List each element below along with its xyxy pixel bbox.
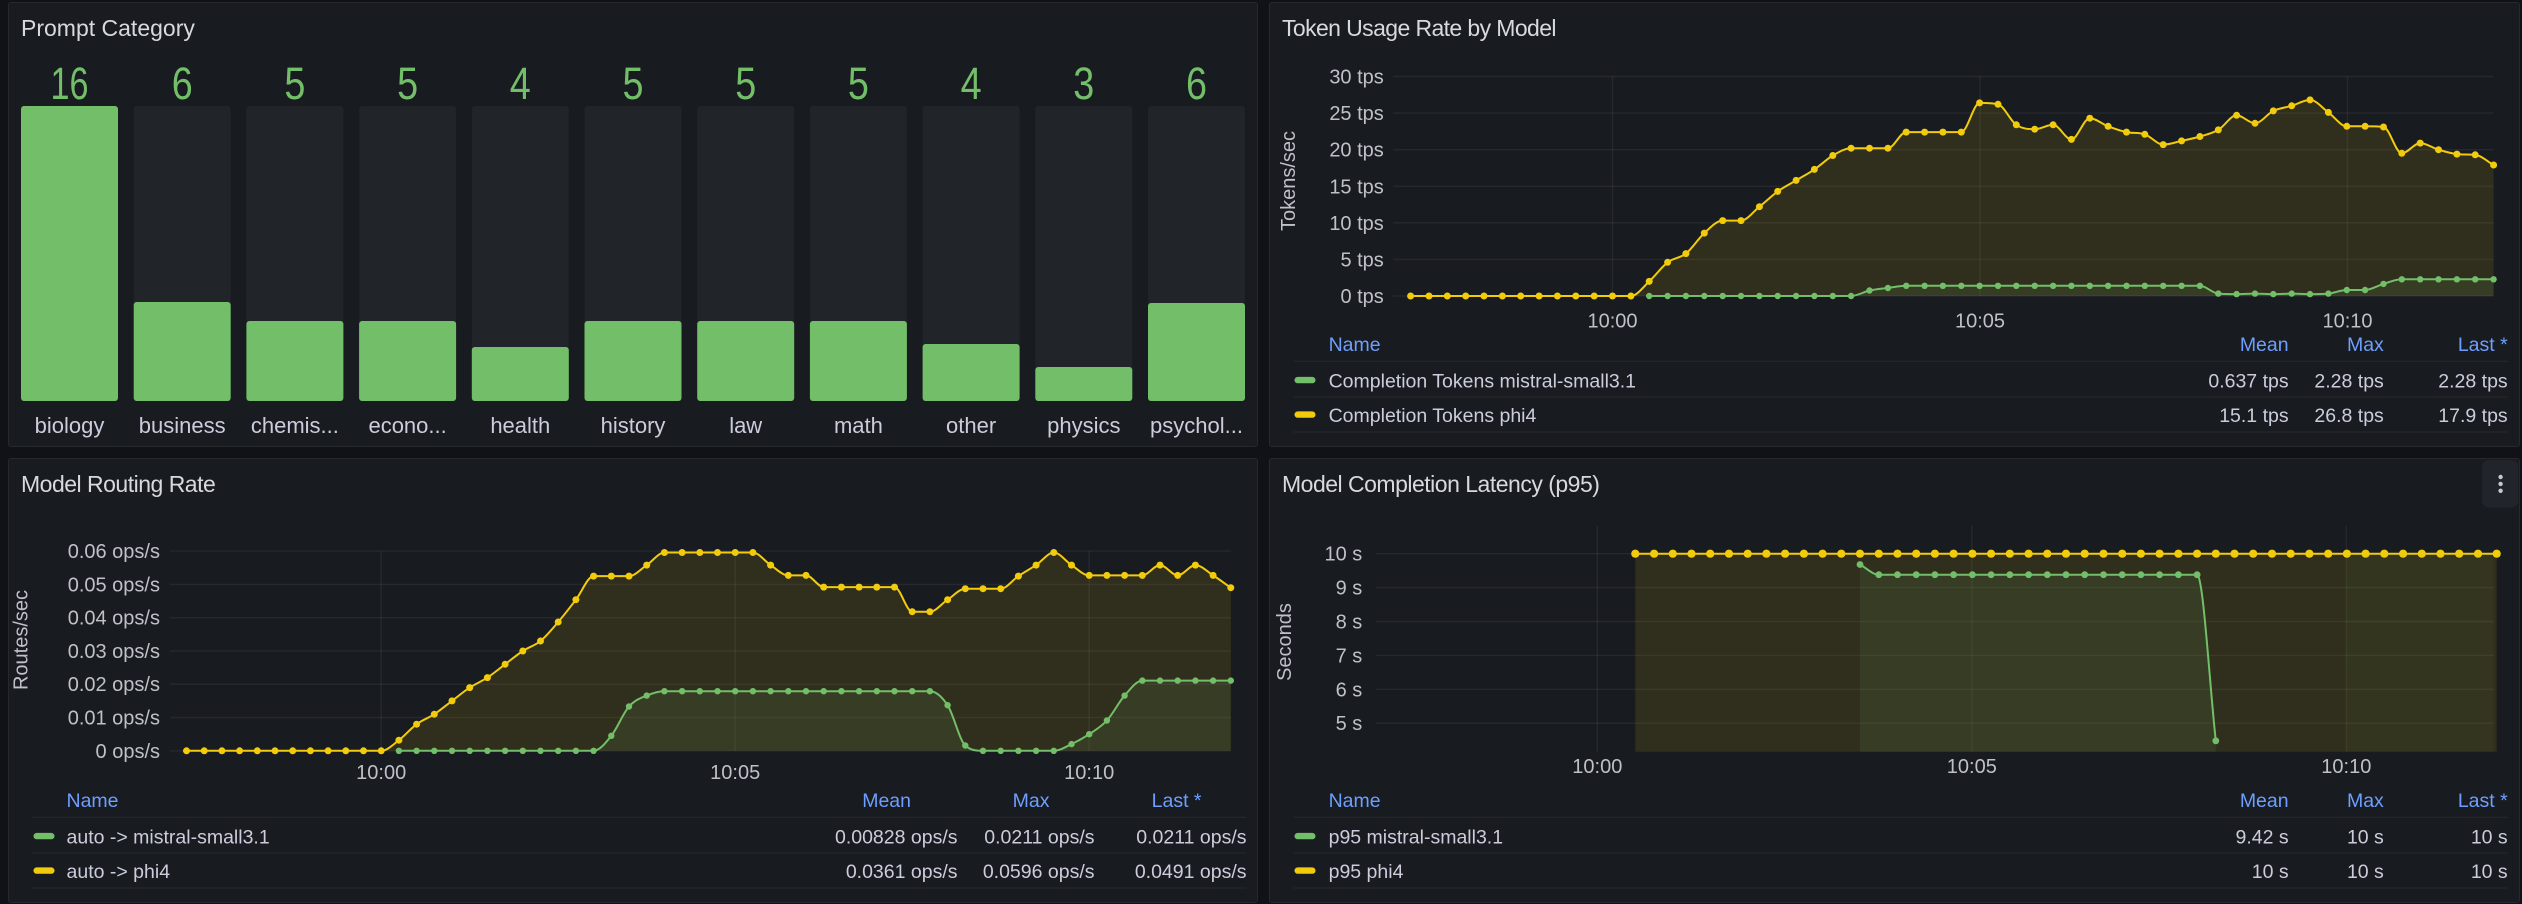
- svg-text:Name: Name: [67, 790, 119, 812]
- svg-text:10:10: 10:10: [1064, 762, 1114, 784]
- svg-text:5 s: 5 s: [1336, 713, 1363, 735]
- svg-text:Mean: Mean: [862, 790, 911, 812]
- svg-text:0.0596 ops/s: 0.0596 ops/s: [983, 861, 1095, 883]
- svg-text:10:10: 10:10: [2321, 756, 2371, 778]
- svg-text:5 tps: 5 tps: [1340, 249, 1383, 271]
- svg-text:9.42 s: 9.42 s: [2235, 826, 2288, 848]
- svg-text:0.05 ops/s: 0.05 ops/s: [68, 574, 160, 596]
- svg-text:15.1 tps: 15.1 tps: [2219, 405, 2289, 427]
- svg-text:10 s: 10 s: [2347, 826, 2384, 848]
- svg-text:7 s: 7 s: [1336, 645, 1363, 667]
- svg-text:4: 4: [510, 58, 531, 109]
- svg-text:auto -> mistral-small3.1: auto -> mistral-small3.1: [67, 826, 270, 848]
- svg-text:p95 phi4: p95 phi4: [1329, 861, 1404, 883]
- svg-text:10 s: 10 s: [1324, 544, 1362, 566]
- svg-text:2.28 tps: 2.28 tps: [2314, 370, 2384, 392]
- svg-text:0.0211 ops/s: 0.0211 ops/s: [984, 826, 1094, 848]
- svg-text:biology: biology: [35, 413, 105, 438]
- svg-text:3: 3: [1073, 58, 1094, 109]
- svg-text:30 tps: 30 tps: [1329, 67, 1383, 89]
- svg-text:Mean: Mean: [2240, 334, 2289, 356]
- svg-text:health: health: [490, 413, 550, 438]
- svg-text:Seconds: Seconds: [1274, 603, 1296, 681]
- svg-text:2.28 tps: 2.28 tps: [2438, 370, 2508, 392]
- svg-text:10:00: 10:00: [356, 762, 406, 784]
- svg-text:math: math: [834, 413, 883, 438]
- svg-text:Completion Tokens phi4: Completion Tokens phi4: [1329, 405, 1537, 427]
- svg-text:0.00828 ops/s: 0.00828 ops/s: [835, 826, 958, 848]
- svg-text:6 s: 6 s: [1336, 679, 1363, 701]
- svg-text:Last *: Last *: [2458, 334, 2508, 356]
- svg-text:Last *: Last *: [2458, 790, 2508, 812]
- svg-text:26.8 tps: 26.8 tps: [2314, 405, 2384, 427]
- svg-text:0.06 ops/s: 0.06 ops/s: [68, 541, 160, 563]
- svg-text:10:10: 10:10: [2322, 311, 2372, 333]
- svg-text:Tokens/sec: Tokens/sec: [1278, 131, 1300, 231]
- svg-text:law: law: [729, 413, 762, 438]
- svg-text:25 tps: 25 tps: [1329, 103, 1383, 125]
- svg-text:10:05: 10:05: [710, 762, 760, 784]
- svg-text:8 s: 8 s: [1336, 612, 1363, 634]
- svg-text:Completion Tokens mistral-smal: Completion Tokens mistral-small3.1: [1329, 370, 1636, 392]
- svg-text:psychol...: psychol...: [1150, 413, 1243, 438]
- svg-text:Max: Max: [1013, 790, 1050, 812]
- svg-text:0.0491 ops/s: 0.0491 ops/s: [1135, 861, 1247, 883]
- svg-text:Name: Name: [1329, 334, 1381, 356]
- svg-text:5: 5: [397, 58, 418, 109]
- svg-text:Prompt Category: Prompt Category: [21, 15, 195, 41]
- svg-text:0 tps: 0 tps: [1340, 286, 1383, 308]
- svg-text:Token Usage Rate by Model: Token Usage Rate by Model: [1282, 15, 1556, 41]
- svg-text:p95 mistral-small3.1: p95 mistral-small3.1: [1329, 826, 1503, 848]
- svg-text:econo...: econo...: [368, 413, 446, 438]
- svg-text:business: business: [139, 413, 226, 438]
- svg-text:0.0361 ops/s: 0.0361 ops/s: [846, 861, 958, 883]
- svg-text:10 s: 10 s: [2347, 861, 2384, 883]
- svg-text:17.9 tps: 17.9 tps: [2438, 405, 2508, 427]
- svg-text:0 ops/s: 0 ops/s: [96, 741, 160, 763]
- svg-text:Model Routing Rate: Model Routing Rate: [21, 471, 215, 497]
- svg-text:auto -> phi4: auto -> phi4: [67, 861, 171, 883]
- svg-text:0.637 tps: 0.637 tps: [2208, 370, 2288, 392]
- svg-text:physics: physics: [1047, 413, 1120, 438]
- svg-text:15 tps: 15 tps: [1329, 176, 1383, 198]
- svg-text:6: 6: [1186, 58, 1207, 109]
- svg-text:0.02 ops/s: 0.02 ops/s: [68, 674, 160, 696]
- svg-text:Name: Name: [1329, 790, 1381, 812]
- svg-text:10 s: 10 s: [2252, 861, 2289, 883]
- svg-text:Model Completion Latency (p95): Model Completion Latency (p95): [1282, 471, 1599, 497]
- svg-text:9 s: 9 s: [1336, 578, 1363, 600]
- svg-text:6: 6: [172, 58, 193, 109]
- svg-text:Routes/sec: Routes/sec: [10, 590, 32, 690]
- svg-text:5: 5: [848, 58, 869, 109]
- svg-text:5: 5: [735, 58, 756, 109]
- svg-text:16: 16: [51, 58, 89, 109]
- svg-text:0.0211 ops/s: 0.0211 ops/s: [1136, 826, 1246, 848]
- svg-text:Mean: Mean: [2240, 790, 2289, 812]
- svg-text:10 tps: 10 tps: [1329, 213, 1383, 235]
- svg-text:10 s: 10 s: [2471, 861, 2508, 883]
- svg-text:10:05: 10:05: [1955, 311, 2005, 333]
- svg-text:5: 5: [284, 58, 305, 109]
- svg-text:chemis...: chemis...: [251, 413, 339, 438]
- svg-text:Max: Max: [2347, 334, 2384, 356]
- svg-text:20 tps: 20 tps: [1329, 140, 1383, 162]
- svg-text:Max: Max: [2347, 790, 2384, 812]
- svg-text:other: other: [946, 413, 996, 438]
- svg-text:0.03 ops/s: 0.03 ops/s: [68, 641, 160, 663]
- svg-text:5: 5: [623, 58, 644, 109]
- svg-text:history: history: [601, 413, 666, 438]
- svg-text:10:00: 10:00: [1572, 756, 1622, 778]
- svg-text:10 s: 10 s: [2471, 826, 2508, 848]
- svg-text:10:00: 10:00: [1587, 311, 1637, 333]
- svg-text:0.01 ops/s: 0.01 ops/s: [68, 708, 160, 730]
- svg-text:10:05: 10:05: [1947, 756, 1997, 778]
- svg-text:0.04 ops/s: 0.04 ops/s: [68, 608, 160, 630]
- svg-text:Last *: Last *: [1152, 790, 1202, 812]
- svg-text:4: 4: [961, 58, 982, 109]
